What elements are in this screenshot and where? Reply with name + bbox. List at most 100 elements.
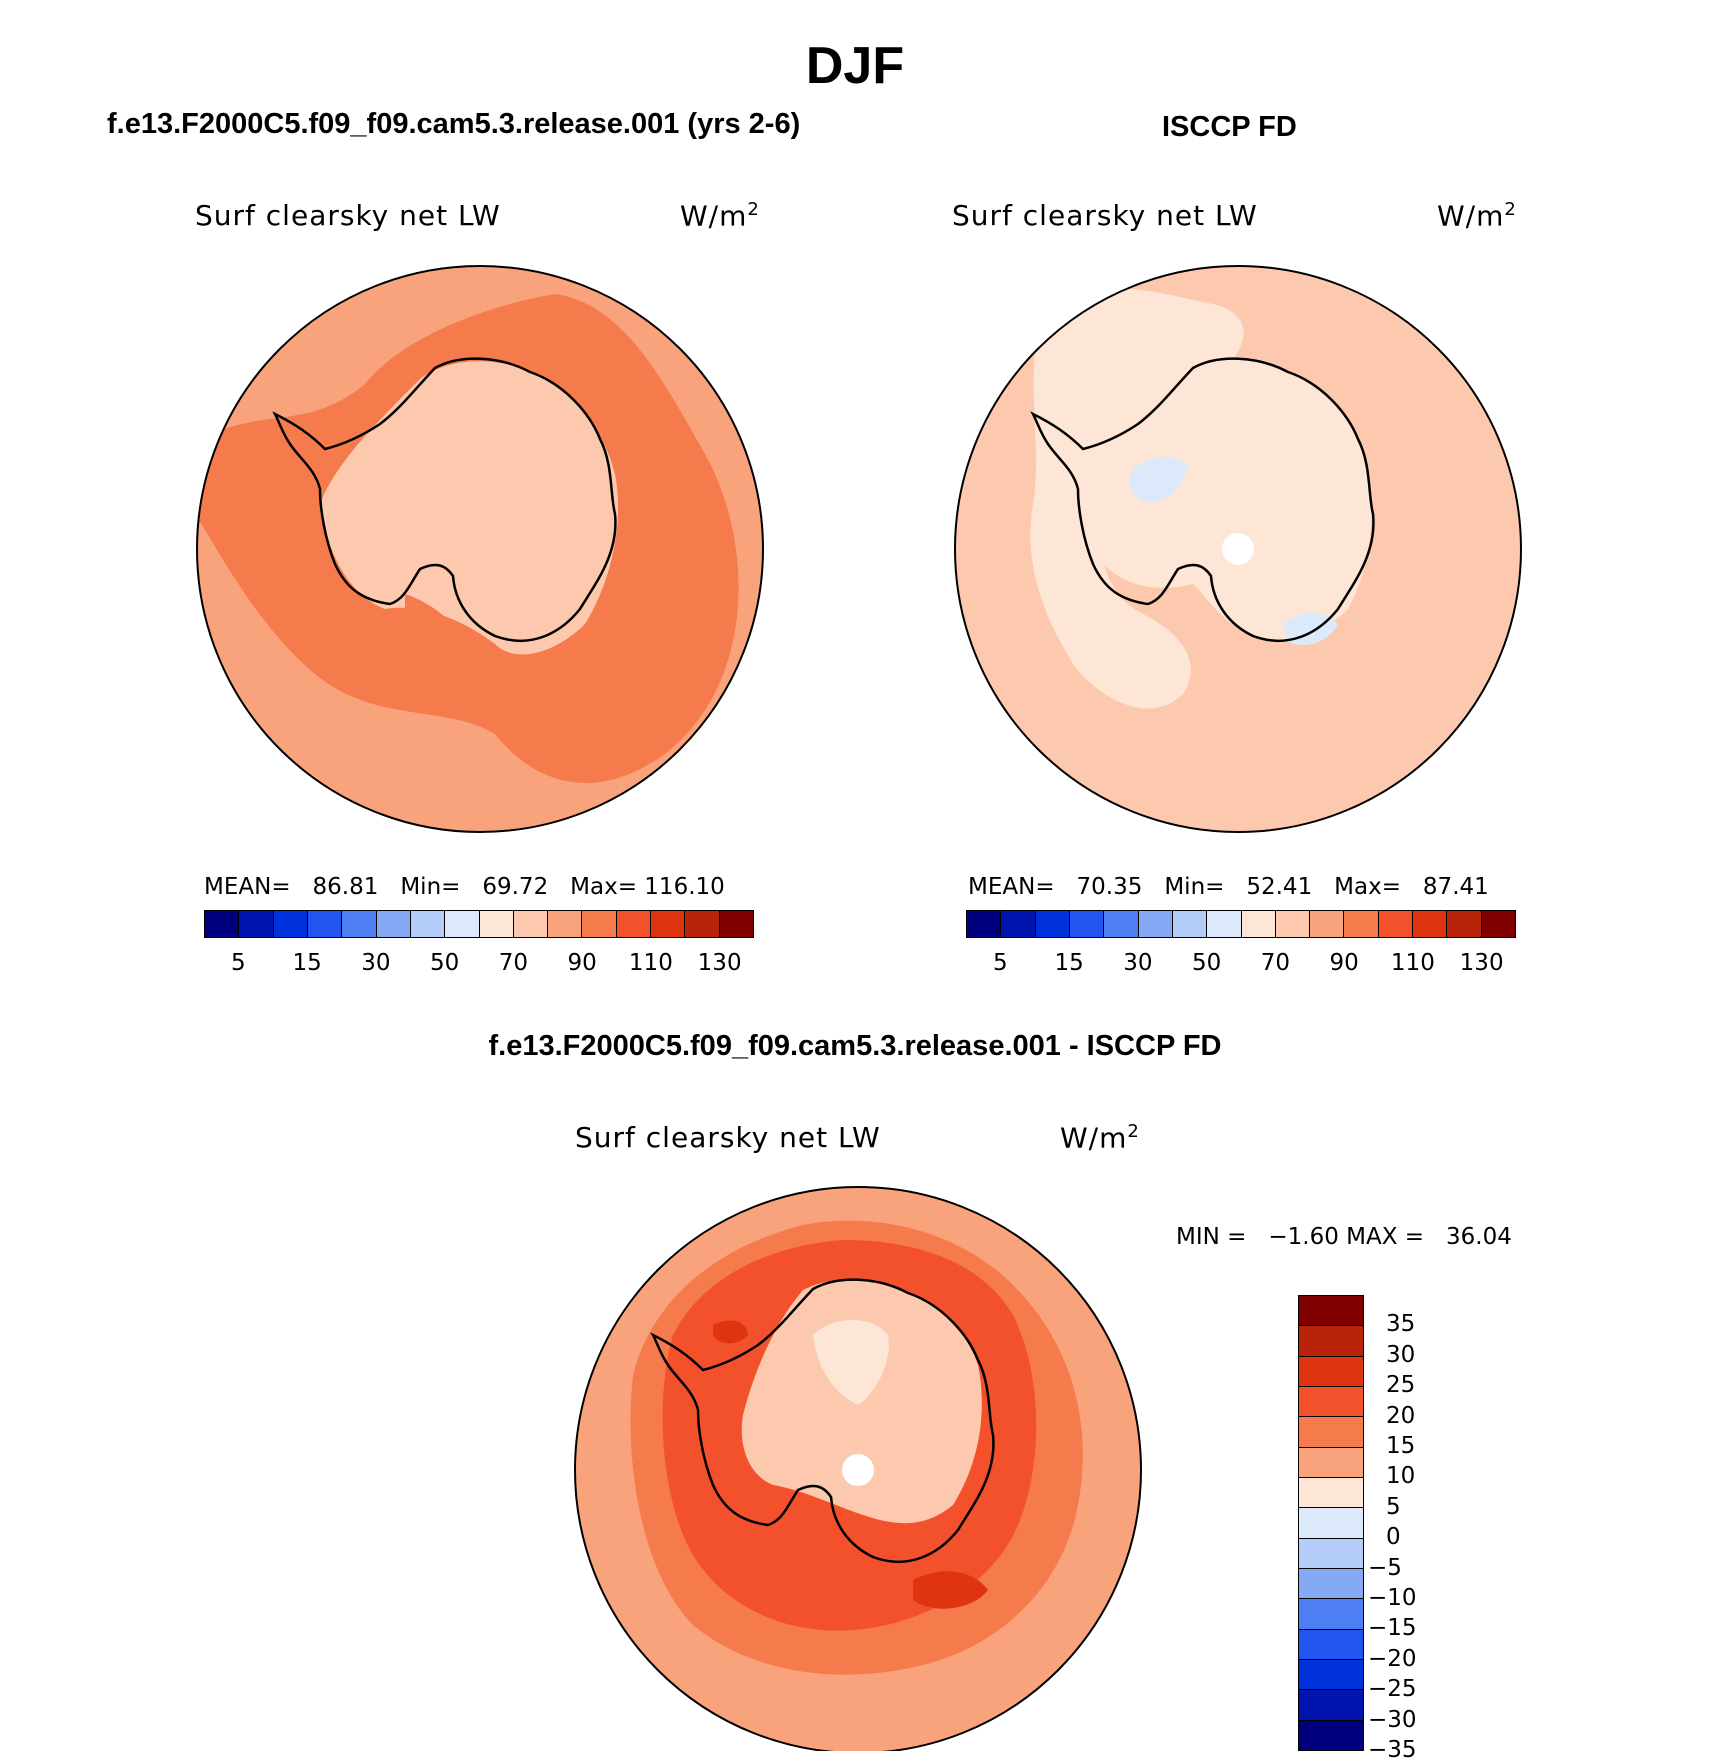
colorbar-tick-label: 20	[1386, 1402, 1416, 1429]
colorbar-swatch	[1447, 911, 1482, 937]
diff-case-title: f.e13.F2000C5.f09_f09.cam5.3.release.001…	[488, 1030, 1222, 1062]
model-coastline	[272, 357, 617, 643]
diff-max-patch-2	[713, 1320, 748, 1344]
obs-variable-label: Surf clearsky net LW	[952, 199, 1258, 232]
obs-units-label: W/m2	[1437, 199, 1517, 233]
model-colorbar-ticks: 5 15 30 50 70 90 110 130	[204, 950, 754, 980]
colorbar-tick-label: −20	[1368, 1645, 1417, 1672]
diff-max-patch-1	[913, 1571, 988, 1609]
obs-ice-sheet	[1081, 358, 1372, 642]
colorbar-swatch	[1299, 1690, 1363, 1721]
colorbar-tick-label: 130	[697, 950, 742, 976]
colorbar-tick-label: −10	[1368, 1585, 1417, 1611]
colorbar-swatch	[376, 911, 411, 937]
colorbar-swatch	[548, 911, 583, 937]
diff-variable-label: Surf clearsky net LW	[575, 1121, 881, 1154]
diff-ice-low-region	[813, 1320, 889, 1405]
colorbar-swatch	[685, 911, 720, 937]
colorbar-swatch	[651, 911, 686, 937]
colorbar-tick-label: 110	[628, 950, 673, 976]
colorbar-swatch	[1299, 1508, 1363, 1539]
model-polar-map	[196, 265, 764, 833]
obs-case-title: ISCCP FD	[1162, 111, 1297, 143]
colorbar-tick-label: 70	[1260, 950, 1291, 976]
colorbar-tick-label: 90	[567, 950, 597, 976]
model-case-title: f.e13.F2000C5.f09_f09.cam5.3.release.001…	[107, 108, 801, 140]
colorbar-tick-label: 5	[1386, 1493, 1401, 1520]
colorbar-tick-label: 5	[993, 950, 1008, 976]
diff-coastline	[650, 1278, 995, 1564]
colorbar-tick-label: −35	[1368, 1737, 1417, 1763]
colorbar-swatch	[445, 911, 480, 937]
diff-polar-map	[574, 1186, 1142, 1751]
colorbar-swatch	[1299, 1326, 1363, 1357]
colorbar-swatch	[1413, 911, 1448, 937]
colorbar-swatch	[1035, 911, 1070, 937]
colorbar-tick-label: −25	[1368, 1676, 1417, 1703]
obs-light-band	[1030, 288, 1244, 709]
colorbar-swatch	[479, 911, 514, 937]
colorbar-swatch	[719, 911, 753, 937]
colorbar-swatch	[1104, 911, 1139, 937]
colorbar-swatch	[1275, 911, 1311, 937]
colorbar-swatch	[1481, 911, 1515, 937]
obs-negative-patch-1	[1130, 457, 1188, 503]
obs-stats: MEAN= 70.35 Min= 52.41 Max= 87.41	[968, 874, 1489, 900]
colorbar-swatch	[1299, 1477, 1363, 1509]
obs-polar-map	[954, 265, 1522, 833]
colorbar-swatch	[239, 911, 274, 937]
model-coast-hotspot	[405, 594, 475, 655]
colorbar-swatch	[1299, 1296, 1363, 1327]
colorbar-swatch	[1299, 1599, 1363, 1630]
colorbar-swatch	[307, 911, 343, 937]
colorbar-swatch	[1378, 911, 1414, 937]
diff-map-boundary	[574, 1186, 1142, 1751]
colorbar-swatch	[1241, 911, 1276, 937]
model-ice-sheet	[320, 361, 619, 655]
colorbar-swatch	[616, 911, 652, 937]
colorbar-tick-label: −30	[1368, 1706, 1417, 1733]
colorbar-swatch	[1299, 1629, 1363, 1660]
colorbar-swatch	[582, 911, 617, 937]
colorbar-swatch	[1001, 911, 1036, 937]
obs-colorbar-ticks: 5 15 30 50 70 90 110 130	[966, 950, 1516, 980]
colorbar-tick-label: 25	[1386, 1372, 1416, 1399]
diff-units-label: W/m2	[1060, 1121, 1140, 1155]
colorbar-swatch	[342, 911, 377, 937]
colorbar-tick-label: 90	[1329, 950, 1359, 976]
colorbar-tick-label: 5	[231, 950, 246, 976]
colorbar-swatch	[205, 911, 240, 937]
colorbar-tick-label: 0	[1386, 1524, 1401, 1551]
colorbar-tick-label: 50	[1191, 950, 1222, 976]
obs-pole-hole	[1222, 533, 1254, 565]
colorbar-tick-label: 30	[1123, 950, 1153, 976]
colorbar-swatch	[1299, 1568, 1363, 1600]
model-stats: MEAN= 86.81 Min= 69.72 Max= 116.10	[204, 874, 725, 900]
colorbar-swatch	[1310, 911, 1345, 937]
colorbar-tick-label: 110	[1390, 950, 1435, 976]
obs-coastline	[1030, 357, 1375, 643]
obs-map-boundary	[954, 265, 1522, 833]
colorbar-swatch	[1299, 1659, 1363, 1691]
model-colorbar	[204, 910, 754, 938]
diff-colorbar	[1298, 1295, 1364, 1751]
colorbar-tick-label: 15	[1386, 1433, 1416, 1459]
colorbar-swatch	[1069, 911, 1105, 937]
colorbar-tick-label: 50	[429, 950, 460, 976]
colorbar-swatch	[273, 911, 308, 937]
colorbar-tick-label: 30	[1386, 1341, 1416, 1368]
model-variable-label: Surf clearsky net LW	[195, 199, 501, 232]
colorbar-tick-label: −15	[1368, 1615, 1417, 1642]
page-title: DJF	[805, 37, 905, 95]
colorbar-tick-label: 130	[1459, 950, 1504, 976]
diff-pole-hole	[842, 1454, 874, 1486]
colorbar-swatch	[1172, 911, 1208, 937]
model-map-boundary	[196, 265, 764, 833]
diff-colorbar-ticks: 35 30 25 20 15 10 5 0 −5 −10 −15 −20 −25 −30 −35	[1368, 1295, 1488, 1763]
colorbar-swatch	[967, 911, 1002, 937]
colorbar-swatch	[1344, 911, 1379, 937]
colorbar-swatch	[1299, 1417, 1363, 1448]
model-units-label: W/m2	[680, 199, 760, 233]
obs-colorbar	[966, 910, 1516, 938]
colorbar-tick-label: 30	[361, 950, 391, 976]
